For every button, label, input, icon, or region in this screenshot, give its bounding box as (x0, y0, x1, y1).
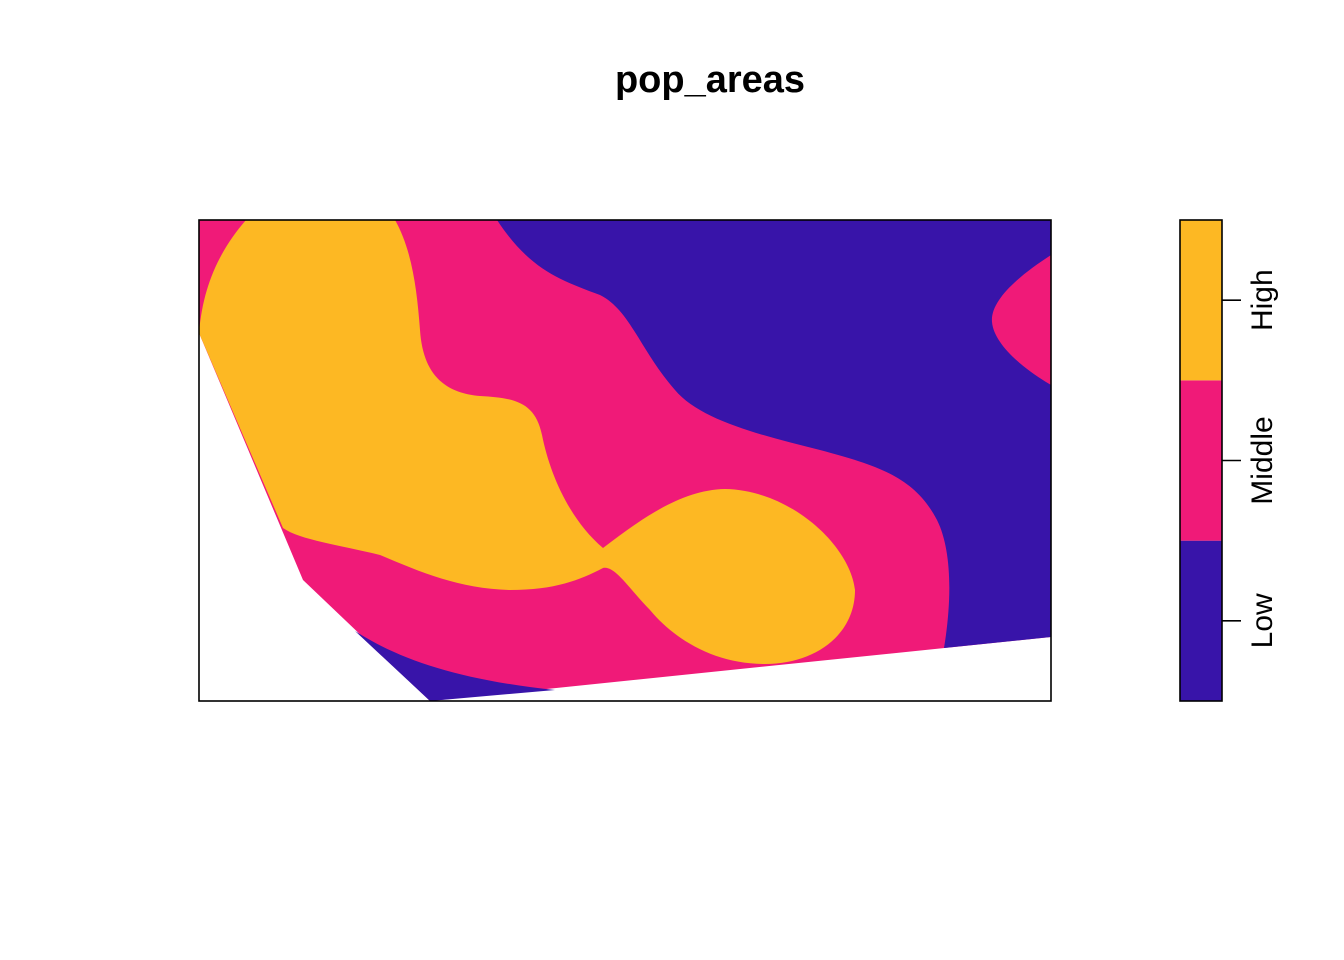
map-panel (198, 219, 1052, 702)
legend-swatch-middle (1180, 380, 1222, 541)
region-high-south-bulb (603, 489, 855, 664)
legend-frame (1179, 219, 1223, 702)
plot-title: pop_areas (615, 59, 805, 101)
region-middle-east-pocket (991, 255, 1051, 385)
legend-label-low: Low (1246, 593, 1279, 648)
legend-label-middle: Middle (1246, 416, 1279, 504)
legend-label-high: High (1246, 269, 1279, 331)
region-high-northwest (199, 220, 613, 590)
legend-swatch-high (1180, 220, 1222, 381)
map-frame (198, 219, 1052, 702)
region-low-east (497, 220, 1051, 648)
legend: Low Middle High (1179, 219, 1279, 702)
region-low-southwest (355, 631, 555, 701)
legend-swatch-low (1180, 540, 1222, 701)
